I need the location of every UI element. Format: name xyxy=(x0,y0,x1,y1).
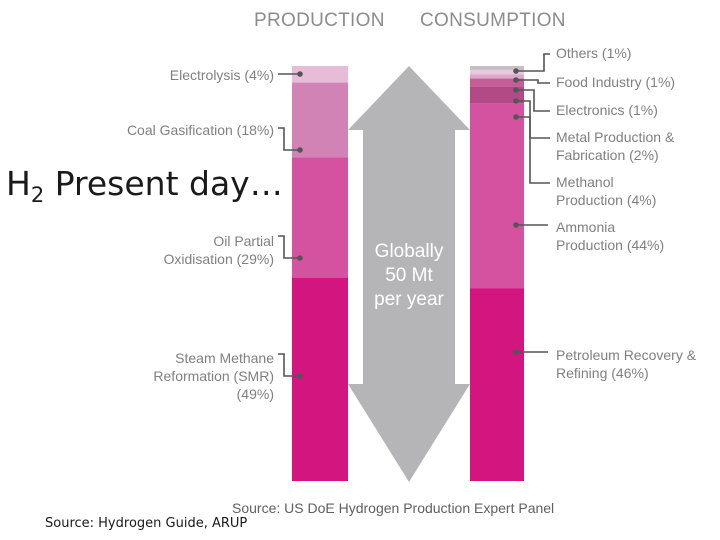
consumption-label-line: Production (4%) xyxy=(556,192,657,208)
consumption-dot-5 xyxy=(513,222,519,228)
production-label-line: Electrolysis (4%) xyxy=(169,67,274,83)
consumption-connector-4 xyxy=(516,116,550,184)
consumption-label-line: Fabrication (2%) xyxy=(556,147,659,163)
production-label-line: Steam Methane xyxy=(175,350,274,366)
cons-bar-segment-3 xyxy=(470,78,524,87)
consumption-dot-1 xyxy=(513,77,519,83)
production-dot-3 xyxy=(297,373,303,379)
center-line-1: Globally xyxy=(374,241,444,262)
consumption-connector-0 xyxy=(516,53,550,72)
consumption-dot-2 xyxy=(513,87,519,93)
consumption-label-line: Refining (46%) xyxy=(556,365,649,381)
center-line-3: per year xyxy=(374,289,444,310)
production-label-line: Coal Gasification (18%) xyxy=(126,122,274,138)
prod-bar-segment-3 xyxy=(292,277,348,481)
production-label-2: Oil Partial Oxidisation (29%) xyxy=(164,232,275,268)
production-connector-1 xyxy=(278,127,300,151)
consumption-bar xyxy=(470,66,524,481)
consumption-label-line: Methanol xyxy=(556,174,614,190)
consumption-dot-3 xyxy=(513,98,519,104)
production-dot-1 xyxy=(297,147,303,153)
cons-bar-segment-1 xyxy=(470,70,524,75)
production-bar xyxy=(292,66,348,481)
production-connector-3 xyxy=(278,353,300,377)
consumption-label-3: Metal Production & Fabrication (2%) xyxy=(556,128,674,164)
consumption-connector-2 xyxy=(516,89,550,112)
production-label-1: Coal Gasification (18%) xyxy=(127,121,274,139)
consumption-label-0: Others (1%) xyxy=(556,44,631,62)
prod-bar-segment-0 xyxy=(292,66,348,83)
consumption-dot-6 xyxy=(513,349,519,355)
connector-lines xyxy=(278,53,550,379)
consumption-label-line: Food Industry (1%) xyxy=(556,74,676,90)
center-arrow-text: Globally 50 Mt per year xyxy=(352,240,466,312)
consumption-dot-0 xyxy=(513,68,519,74)
source-doe: Source: US DoE Hydrogen Production Exper… xyxy=(232,500,555,516)
production-header: PRODUCTION xyxy=(254,10,385,31)
production-label-0: Electrolysis (4%) xyxy=(170,66,274,84)
source-arup: Source: Hydrogen Guide, ARUP xyxy=(45,516,248,531)
cons-bar-segment-0 xyxy=(470,66,524,71)
consumption-label-line: Electronics (1%) xyxy=(556,102,658,118)
cons-bar-segment-2 xyxy=(470,74,524,79)
prod-bar-segment-1 xyxy=(292,82,348,158)
consumption-connector-1 xyxy=(516,79,550,84)
cons-bar-segment-6 xyxy=(470,288,524,481)
consumption-label-2: Electronics (1%) xyxy=(556,101,658,119)
consumption-label-line: Petroleum Recovery & xyxy=(556,347,697,363)
production-label-3: Steam Methane Reformation (SMR) (49%) xyxy=(153,349,274,403)
consumption-header: CONSUMPTION xyxy=(420,10,566,31)
consumption-label-4: Methanol Production (4%) xyxy=(556,173,656,209)
consumption-label-line: Ammonia xyxy=(556,219,616,235)
production-dot-2 xyxy=(297,255,303,261)
consumption-label-6: Petroleum Recovery & Refining (46%) xyxy=(556,346,696,382)
consumption-dot-4 xyxy=(513,114,519,120)
production-connector-2 xyxy=(278,235,300,259)
production-label-line: (49%) xyxy=(236,386,274,402)
cons-bar-segment-4 xyxy=(470,86,524,104)
production-label-line: Oil Partial xyxy=(213,233,274,249)
consumption-label-5: Ammonia Production (44%) xyxy=(556,218,664,254)
consumption-label-line: Others (1%) xyxy=(556,45,632,61)
consumption-label-line: Production (44%) xyxy=(556,237,665,253)
consumption-label-line: Metal Production & xyxy=(556,129,675,145)
page-title: H2 Present day… xyxy=(6,164,283,207)
consumption-label-1: Food Industry (1%) xyxy=(556,73,675,91)
cons-bar-segment-5 xyxy=(470,103,524,289)
production-label-line: Reformation (SMR) xyxy=(153,368,274,384)
center-line-2: 50 Mt xyxy=(385,265,433,286)
production-label-line: Oxidisation (29%) xyxy=(163,251,275,267)
production-dot-0 xyxy=(297,71,303,77)
double-arrow xyxy=(348,66,470,482)
